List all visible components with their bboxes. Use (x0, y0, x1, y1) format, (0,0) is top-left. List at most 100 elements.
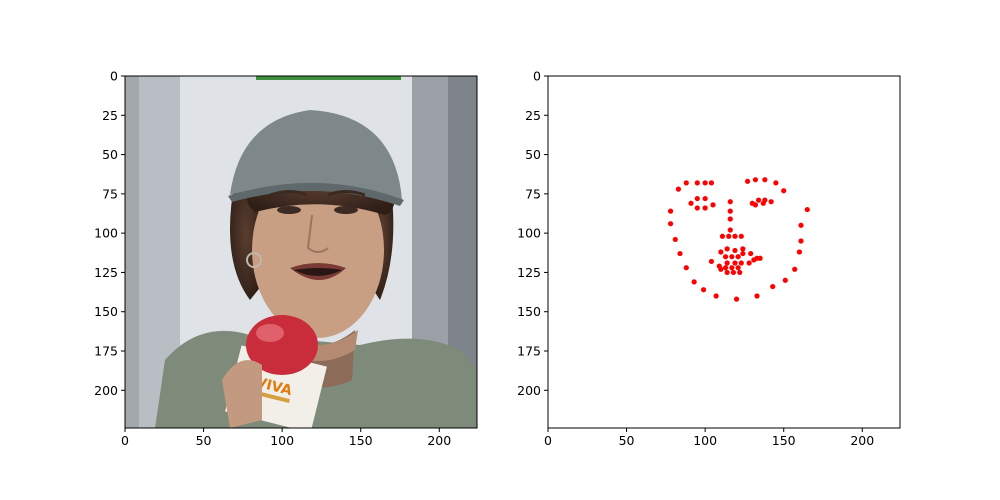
right-y-tick-label: 100 (517, 226, 541, 241)
landmark-point (773, 180, 779, 186)
left-y-tick-label: 25 (102, 108, 118, 123)
landmark-point (757, 255, 763, 261)
landmark-point (730, 269, 737, 276)
landmark-point (683, 180, 689, 186)
left-x-tick-label: 50 (196, 433, 212, 448)
right-x-tick-label: 0 (544, 433, 552, 448)
landmark-point (754, 293, 760, 299)
landmark-point (688, 200, 694, 206)
left-y-tick-label: 200 (94, 383, 118, 398)
landmark-point (724, 269, 730, 276)
landmark-point (729, 254, 735, 260)
landmark-point (694, 205, 700, 211)
landmark-point (710, 202, 716, 208)
landmark-point (726, 233, 732, 239)
landmark-point (694, 180, 700, 186)
landmark-point (719, 233, 726, 239)
left-x-tick-label: 150 (349, 433, 373, 448)
right-x-tick-label: 50 (619, 433, 635, 448)
landmark-point (738, 260, 744, 266)
right-x-tick-label: 200 (850, 433, 874, 448)
landmark-point (732, 233, 738, 239)
landmark-point (702, 180, 708, 186)
left-y-tick-label: 75 (102, 186, 118, 201)
landmark-point (713, 293, 719, 299)
left-y-tick-label: 100 (94, 226, 118, 241)
right-plot-area (548, 76, 900, 428)
left-y-tick-label: 50 (102, 147, 118, 162)
landmark-point (768, 199, 774, 205)
left-x-axis: 0 50 100 150 200 (121, 428, 451, 448)
landmark-point (718, 249, 724, 255)
right-y-tick-label: 75 (525, 186, 541, 201)
landmark-point (781, 188, 787, 194)
landmark-point (724, 246, 730, 252)
left-axes-frame (124, 75, 478, 429)
landmark-point (727, 199, 733, 205)
landmark-point (702, 195, 708, 202)
landmark-point (732, 247, 738, 254)
landmark-point (748, 250, 754, 257)
left-x-tick-label: 100 (270, 433, 294, 448)
landmark-point (762, 177, 768, 183)
landmark-point (672, 236, 678, 243)
left-axes: VIVA 0 50 100 150 200 0 25 50 75 100 125 150 175 200 (94, 69, 478, 448)
landmark-point (733, 296, 740, 302)
landmark-point (782, 277, 788, 283)
landmark-point (752, 202, 759, 208)
landmark-point (708, 258, 715, 265)
landmark-point (735, 265, 741, 271)
landmark-point (752, 177, 759, 183)
landmark-point (727, 227, 733, 233)
landmark-point (729, 265, 735, 271)
landmark-point (744, 178, 751, 184)
landmark-point (694, 195, 700, 202)
landmark-point (798, 238, 804, 244)
right-y-tick-label: 150 (517, 304, 541, 319)
photo: VIVA (125, 76, 477, 428)
landmark-point (702, 205, 708, 211)
landmark-point (735, 254, 741, 260)
left-y-tick-label: 150 (94, 304, 118, 319)
landmark-point (737, 269, 743, 276)
right-axes: 0 50 100 150 200 0 25 50 75 100 125 150 175 200 (517, 69, 901, 448)
landmark-point (746, 260, 752, 266)
landmark-point (675, 186, 682, 192)
landmark-point (683, 265, 689, 271)
landmark-point (727, 208, 733, 214)
landmark-point (804, 206, 810, 213)
landmark-points (667, 177, 810, 302)
right-y-tick-label: 25 (525, 108, 541, 123)
landmark-point (770, 283, 776, 290)
landmark-point (722, 254, 729, 260)
landmark-point (740, 246, 746, 252)
right-y-tick-label: 200 (517, 383, 541, 398)
landmark-point (792, 266, 798, 272)
landmark-point (738, 233, 744, 239)
right-x-tick-label: 150 (772, 433, 796, 448)
right-y-axis: 0 25 50 75 100 125 150 175 200 (517, 69, 548, 398)
landmark-point (708, 180, 715, 186)
left-y-tick-label: 0 (110, 69, 118, 84)
landmark-point (755, 197, 762, 203)
landmark-point (667, 208, 674, 214)
landmark-point (718, 266, 724, 272)
landmark-point (667, 221, 674, 227)
right-y-tick-label: 50 (525, 147, 541, 162)
right-y-tick-label: 125 (517, 265, 541, 280)
left-y-axis: 0 25 50 75 100 125 150 175 200 (94, 69, 125, 398)
landmark-point (740, 250, 746, 257)
right-x-tick-label: 100 (693, 433, 717, 448)
right-y-tick-label: 175 (517, 344, 541, 359)
left-y-tick-label: 175 (94, 344, 118, 359)
landmark-point (691, 279, 697, 285)
right-y-tick-label: 0 (533, 69, 541, 84)
left-x-tick-label: 200 (427, 433, 451, 448)
landmark-point (700, 287, 707, 293)
landmark-point (798, 222, 804, 228)
right-axes-frame (547, 75, 901, 429)
landmark-point (727, 216, 733, 222)
landmark-point (796, 249, 803, 255)
left-y-tick-label: 125 (94, 265, 118, 280)
